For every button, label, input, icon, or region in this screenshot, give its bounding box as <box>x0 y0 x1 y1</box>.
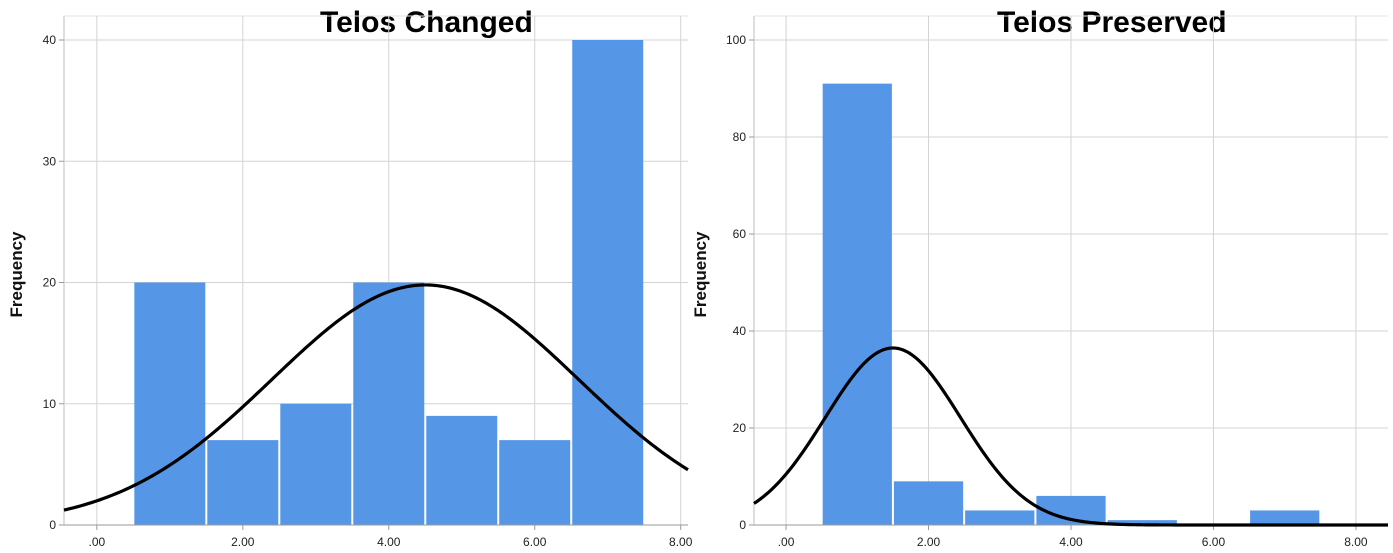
x-tick-label: .00 <box>778 535 795 549</box>
x-tick-label: 2.00 <box>231 535 255 549</box>
histogram-bar <box>499 440 571 525</box>
x-tick-label: 6.00 <box>523 535 547 549</box>
y-tick-label: 100 <box>726 33 746 47</box>
histogram-bar <box>426 415 498 525</box>
x-tick-label: 8.00 <box>1344 535 1368 549</box>
x-tick-label: 4.00 <box>377 535 401 549</box>
chart-title: Telos Changed <box>320 6 533 39</box>
y-tick-label: 20 <box>43 276 57 290</box>
x-tick-label: 4.00 <box>1059 535 1083 549</box>
y-tick-label: 0 <box>739 518 746 532</box>
histogram-bar <box>134 282 206 525</box>
x-tick-label: 6.00 <box>1202 535 1226 549</box>
y-tick-label: 40 <box>733 324 747 338</box>
histogram-bar <box>893 481 964 525</box>
normal-curve <box>753 346 1388 527</box>
x-tick-label: 2.00 <box>917 535 941 549</box>
histogram-bar <box>965 510 1035 525</box>
y-tick-label: 10 <box>43 397 57 411</box>
y-tick-label: 60 <box>733 227 747 241</box>
y-tick-label: 40 <box>43 33 57 47</box>
histogram-bar <box>1250 510 1320 525</box>
y-tick-label: 30 <box>43 154 57 168</box>
histogram-bar <box>822 83 892 526</box>
y-tick-label: 0 <box>49 518 56 532</box>
histogram-plot: 0 10 20 30 40 .00 2.00 4.00 6.00 8.00 Frequency <box>7 15 693 549</box>
y-axis-label: Frequency <box>691 231 710 318</box>
y-tick-label: 20 <box>733 421 747 435</box>
histogram-bar <box>207 440 279 525</box>
y-axis-label: Frequency <box>7 231 26 318</box>
histogram-bar <box>353 282 425 525</box>
histogram-telos-preserved: Telos Preserved 0 20 40 60 80 100 .00 2.00 4.00 6… <box>690 0 1393 553</box>
histogram-bar <box>572 40 644 525</box>
normal-curve <box>63 283 689 512</box>
histogram-bar <box>280 403 352 525</box>
histogram-bar <box>1107 520 1177 525</box>
histogram-plot: 0 20 40 60 80 100 .00 2.00 4.00 6.00 8.00 Frequency <box>691 15 1388 549</box>
histogram-telos-changed: Telos Changed 0 10 20 30 40 .00 2.00 4.00 6.00 8.… <box>0 0 693 553</box>
chart-title: Telos Preserved <box>997 6 1227 39</box>
x-tick-label: 8.00 <box>669 535 693 549</box>
x-tick-label: .00 <box>88 535 105 549</box>
y-tick-label: 80 <box>733 130 747 144</box>
